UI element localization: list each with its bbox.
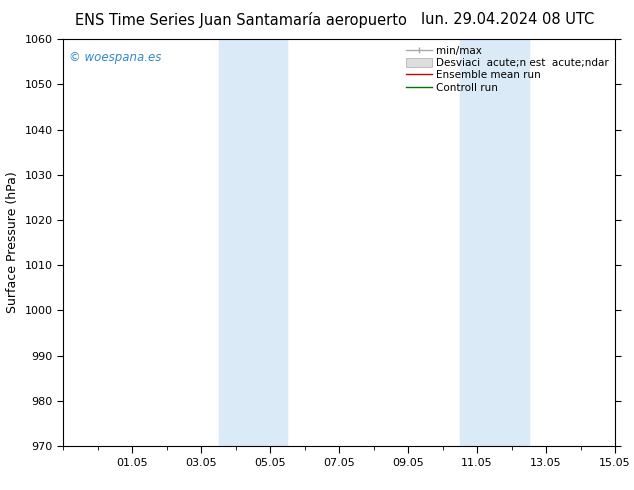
Bar [219, 39, 287, 446]
Text: © woespana.es: © woespana.es [69, 51, 161, 64]
Text: lun. 29.04.2024 08 UTC: lun. 29.04.2024 08 UTC [420, 12, 594, 27]
Legend: min/max, Desviaci  acute;n est  acute;ndar, Ensemble mean run, Controll run: min/max, Desviaci acute;n est acute;ndar… [403, 42, 612, 96]
Bar [460, 39, 529, 446]
Text: ENS Time Series Juan Santamaría aeropuerto: ENS Time Series Juan Santamaría aeropuer… [75, 12, 407, 28]
Y-axis label: Surface Pressure (hPa): Surface Pressure (hPa) [6, 172, 19, 314]
